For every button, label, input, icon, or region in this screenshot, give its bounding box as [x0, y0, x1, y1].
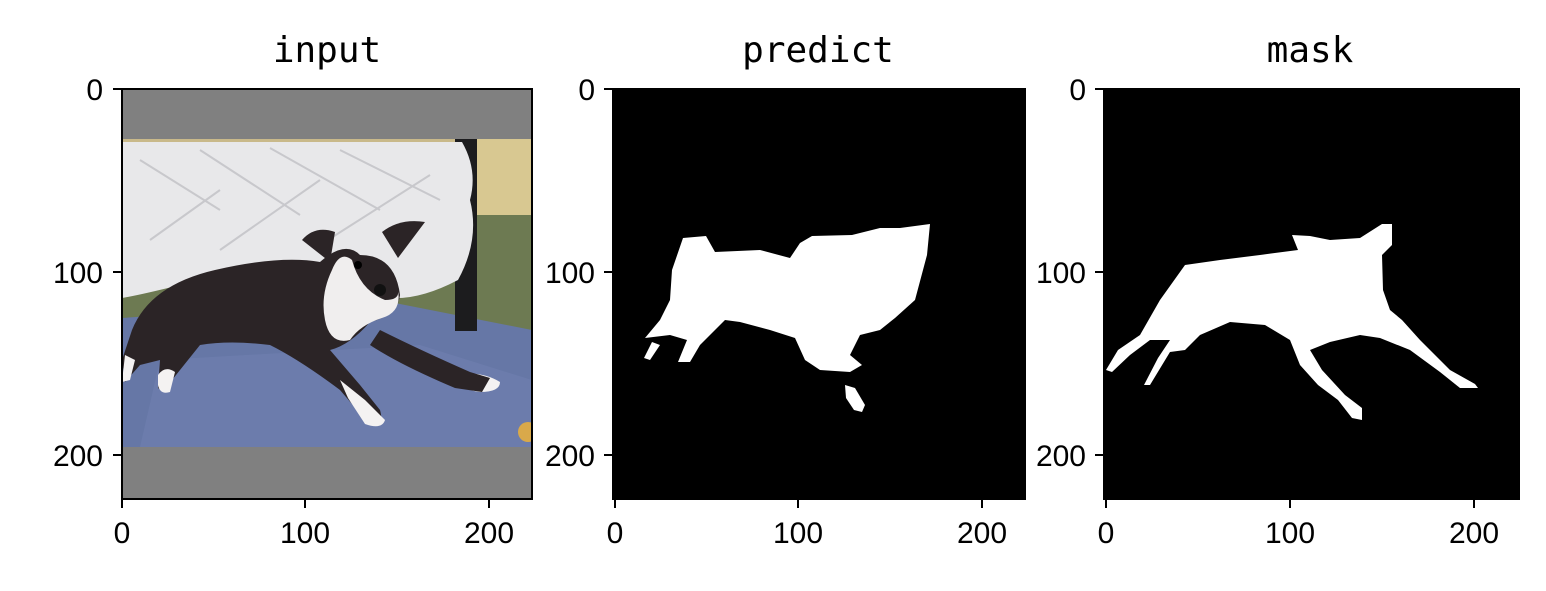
xtick-label: 100 — [1265, 517, 1315, 550]
ytick-label: 100 — [53, 257, 103, 290]
white-blanket — [122, 142, 474, 299]
gray-pad-bottom — [122, 447, 532, 499]
ytick-label: 0 — [1069, 74, 1086, 107]
panel-title-mask: mask — [1267, 30, 1354, 71]
axes-frame-predict — [612, 88, 1026, 500]
ytick-label: 100 — [1036, 257, 1086, 290]
mask-silhouette — [1106, 224, 1478, 420]
dog-chest — [323, 256, 399, 341]
axes-ticks-input — [113, 88, 490, 508]
axes-ticks-predict — [604, 88, 983, 508]
axes-frame-mask — [1103, 88, 1520, 500]
axes-ticks-mask — [1095, 88, 1475, 508]
axes-frame-input — [121, 88, 533, 500]
xtick-label: 0 — [114, 517, 131, 550]
xtick-label: 200 — [464, 517, 514, 550]
ytick-label: 200 — [545, 440, 595, 473]
predict-mask-speck — [644, 342, 660, 360]
xtick-label: 200 — [1449, 517, 1499, 550]
xtick-label: 200 — [957, 517, 1007, 550]
panel-predict: predict 0 100 200 0 100 200 — [545, 30, 1026, 550]
panel-title-predict: predict — [742, 30, 894, 71]
dog-ear-right — [382, 221, 425, 258]
predict-mask-spot — [845, 385, 865, 412]
ytick-label: 100 — [545, 257, 595, 290]
xtick-label: 100 — [773, 517, 823, 550]
xtick-label: 0 — [607, 517, 624, 550]
ytick-label: 200 — [53, 440, 103, 473]
gray-pad-top — [122, 89, 532, 139]
xtick-label: 0 — [1098, 517, 1115, 550]
ytick-label: 0 — [86, 74, 103, 107]
input-image — [122, 89, 532, 499]
dog-ear-left — [302, 229, 335, 262]
ytick-label: 200 — [1036, 440, 1086, 473]
xtick-label: 100 — [280, 517, 330, 550]
panel-mask: mask 0 100 200 0 100 200 — [1036, 30, 1520, 550]
panel-title-input: input — [273, 30, 381, 71]
ytick-label: 0 — [578, 74, 595, 107]
predict-mask-blob — [645, 224, 930, 372]
panel-input: input — [53, 30, 533, 550]
